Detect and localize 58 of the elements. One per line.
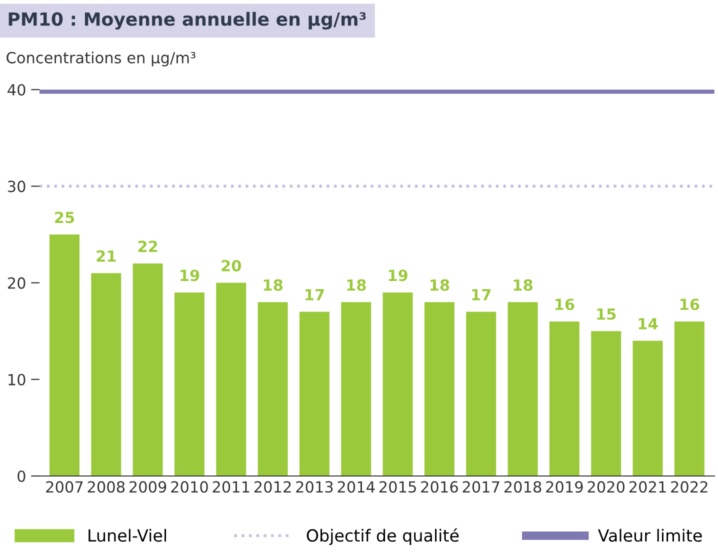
x-tick-label: 2012 xyxy=(254,481,291,493)
legend-label: Lunel-Viel xyxy=(88,528,166,542)
data-label: 16 xyxy=(680,298,700,310)
bar xyxy=(91,273,122,476)
data-label: 25 xyxy=(55,212,74,224)
data-label: 18 xyxy=(430,279,450,291)
bar xyxy=(49,234,80,476)
data-label: 18 xyxy=(347,279,366,291)
y-tick-label: 20 xyxy=(8,277,26,289)
bar xyxy=(632,340,663,476)
legend-label: Objectif de qualité xyxy=(306,528,459,545)
data-label: 19 xyxy=(180,270,200,282)
y-tick-label: 30 xyxy=(8,180,26,192)
bar xyxy=(216,282,246,476)
bar xyxy=(258,302,288,476)
x-tick-label: 2007 xyxy=(46,481,83,493)
bar xyxy=(508,302,538,476)
data-label: 16 xyxy=(556,298,574,310)
x-tick-label: 2008 xyxy=(88,481,125,493)
data-label: 18 xyxy=(514,279,532,291)
bar xyxy=(132,263,163,476)
data-label: 18 xyxy=(264,279,282,291)
x-tick-label: 2021 xyxy=(629,481,666,493)
x-tick-label: 2017 xyxy=(462,481,500,493)
x-tick-label: 2022 xyxy=(671,481,708,493)
bar xyxy=(382,292,413,476)
x-tick-label: 2020 xyxy=(588,481,625,493)
data-label: 14 xyxy=(638,318,658,330)
x-tick-label: 2010 xyxy=(171,481,208,493)
x-tick-label: 2016 xyxy=(421,481,458,493)
data-label: 15 xyxy=(597,308,616,320)
y-axis-title: Concentrations en µg/m³ xyxy=(6,52,196,66)
bar xyxy=(466,312,496,476)
x-tick-label: 2019 xyxy=(546,481,583,493)
bar xyxy=(674,321,704,476)
y-tick-label: 40 xyxy=(8,84,26,96)
legend-label: Valeur limite xyxy=(598,528,702,542)
x-tick-label: 2018 xyxy=(504,481,542,493)
x-tick-label: 2011 xyxy=(212,481,250,493)
chart-title: PM10 : Moyenne annuelle en µg/m³ xyxy=(8,12,366,30)
x-tick-label: 2013 xyxy=(296,481,333,493)
x-tick-label: 2009 xyxy=(129,481,166,493)
y-tick-label: 10 xyxy=(8,374,26,386)
x-tick-label: 2014 xyxy=(338,481,375,493)
bar xyxy=(424,302,454,476)
data-label: 22 xyxy=(138,240,158,252)
bar xyxy=(591,331,622,476)
data-label: 21 xyxy=(96,250,116,262)
data-label: 17 xyxy=(306,289,324,300)
data-label: 17 xyxy=(472,289,491,300)
bar xyxy=(549,321,580,476)
data-label: 20 xyxy=(222,260,242,272)
bar xyxy=(174,292,204,476)
data-label: 19 xyxy=(388,270,408,282)
y-tick-label: 0 xyxy=(18,470,26,482)
x-tick-label: 2015 xyxy=(379,481,416,493)
bar xyxy=(341,302,372,476)
bar xyxy=(299,312,330,476)
